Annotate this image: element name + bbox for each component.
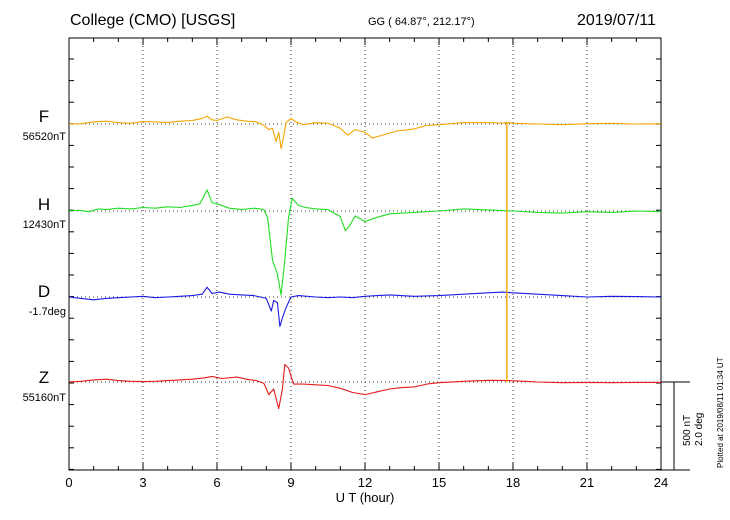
component-label-d: D — [37, 282, 51, 301]
baseline-label-f: 56520nT — [22, 131, 66, 143]
x-tick-label: 6 — [213, 475, 220, 490]
x-tick-label: 0 — [65, 475, 72, 490]
component-label-f: F — [38, 107, 50, 126]
baseline-label-d: -1.7deg — [28, 306, 66, 318]
plotted-timestamp: Plotted at 2019/08/11 01:34 UT — [716, 357, 725, 468]
x-tick-label: 12 — [358, 475, 372, 490]
series-line-z — [68, 363, 661, 410]
component-label-h: H — [37, 195, 51, 214]
x-tick-label: 15 — [432, 475, 446, 490]
series-line-h — [68, 189, 662, 296]
series-line-f — [68, 115, 662, 150]
x-tick-label: 18 — [506, 475, 520, 490]
x-axis-label: U T (hour) — [335, 490, 395, 505]
component-label-z: Z — [38, 368, 50, 387]
chart-title: College (CMO) [USGS] — [70, 12, 236, 29]
x-tick-label: 9 — [287, 475, 294, 490]
chart-date: 2019/07/11 — [577, 12, 656, 29]
scale-label-deg: 2.0 deg — [694, 412, 705, 446]
x-tick-label: 24 — [654, 475, 668, 490]
baseline-label-h: 12430nT — [22, 219, 66, 231]
baseline-label-z: 55160nT — [22, 392, 66, 404]
geographic-coordinates: GG ( 64.87°, 212.17°) — [368, 16, 475, 28]
x-tick-label: 3 — [139, 475, 146, 490]
x-tick-label: 21 — [580, 475, 594, 490]
scale-label-nt: 500 nT — [682, 414, 693, 446]
series-line-d — [68, 286, 662, 327]
